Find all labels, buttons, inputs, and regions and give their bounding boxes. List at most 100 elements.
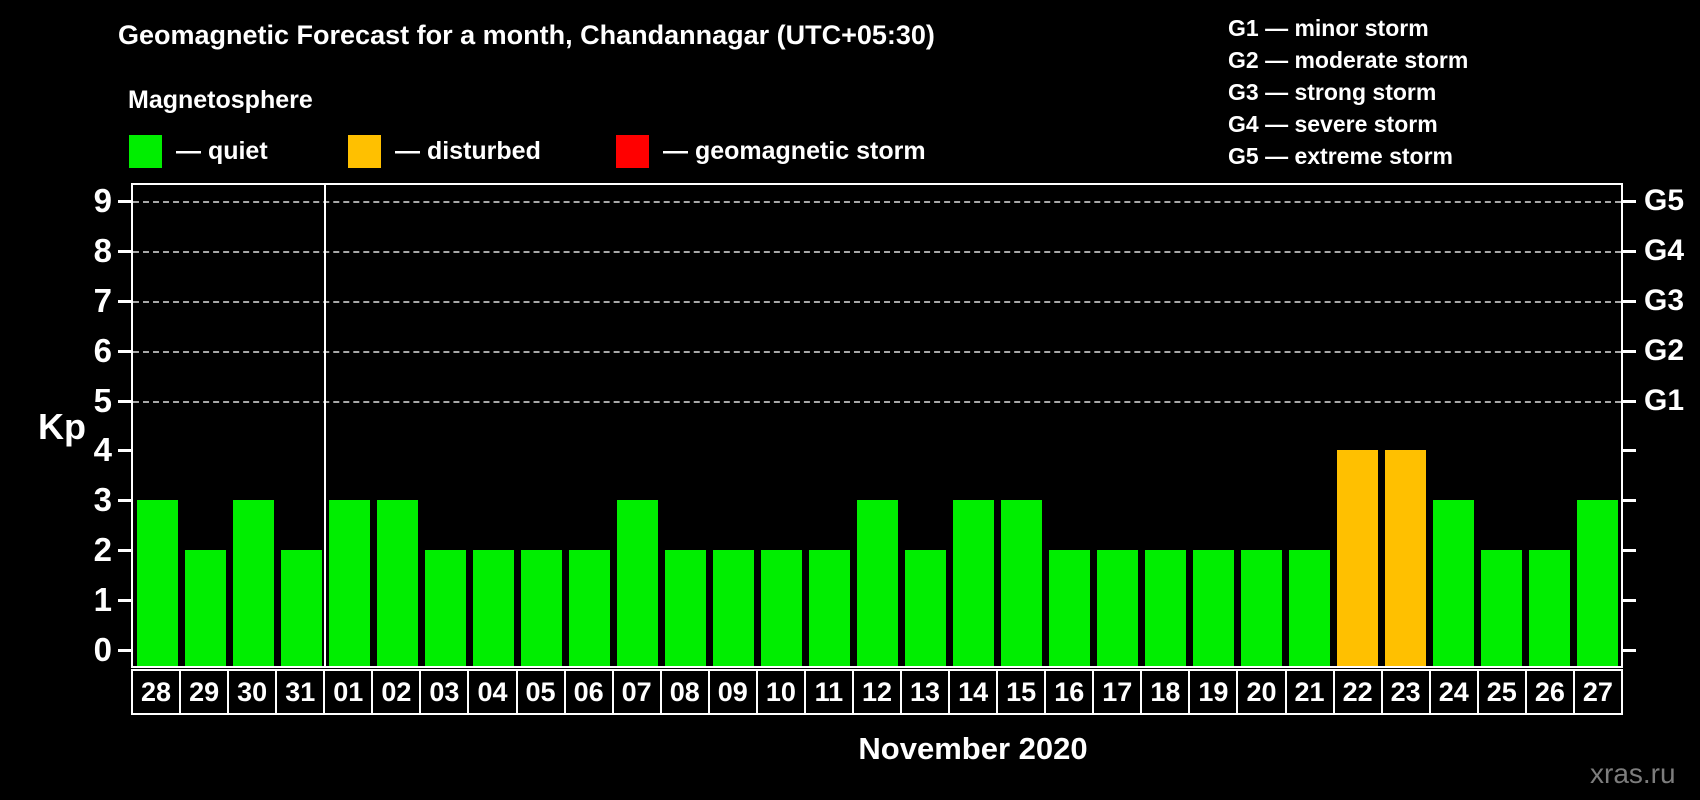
y-tick-label: 5 [93, 381, 112, 419]
date-box: 14 [948, 669, 999, 715]
right-tick-mark [1623, 449, 1636, 453]
y-tick-mark [118, 599, 131, 603]
legend-label: — quiet [176, 136, 268, 165]
date-box: 20 [1236, 669, 1287, 715]
kp-bar [1192, 550, 1234, 666]
kp-bar [664, 550, 706, 666]
kp-bar [1576, 500, 1618, 666]
date-box: 16 [1044, 669, 1095, 715]
date-box: 22 [1332, 669, 1383, 715]
date-box: 18 [1140, 669, 1191, 715]
y-tick-mark [118, 649, 131, 652]
date-box: 06 [563, 669, 614, 715]
date-box: 21 [1284, 669, 1335, 715]
date-box: 02 [371, 669, 422, 715]
g-scale-legend: G1 — minor storm G2 — moderate storm G3 … [1228, 12, 1468, 172]
kp-bar [1144, 550, 1186, 666]
y-tick-mark [118, 349, 131, 353]
kp-bar [328, 500, 370, 666]
g-level-label: G3 [1644, 283, 1685, 317]
g-scale-line: G3 — strong storm [1228, 79, 1437, 105]
date-box: 13 [900, 669, 951, 715]
kp-bar [424, 550, 466, 666]
date-box: 15 [996, 669, 1047, 715]
right-tick-mark [1623, 399, 1636, 403]
y-tick-mark [118, 249, 131, 253]
kp-bar [1432, 500, 1474, 666]
month-separator-line [324, 185, 326, 666]
date-box: 05 [515, 669, 566, 715]
date-box: 29 [179, 669, 230, 715]
y-tick-label: 2 [93, 531, 112, 569]
y-tick-mark [118, 449, 131, 453]
gridline-kp5 [133, 400, 1621, 403]
y-tick-mark [118, 549, 131, 553]
y-tick-label: 6 [93, 331, 112, 369]
date-box: 31 [275, 669, 326, 715]
y-tick-label: 9 [93, 181, 112, 219]
g-scale-line: G2 — moderate storm [1228, 47, 1469, 73]
g-scale-line: G5 — extreme storm [1228, 143, 1453, 169]
kp-bar [376, 500, 418, 666]
kp-bar [568, 550, 610, 666]
date-box: 19 [1188, 669, 1239, 715]
gridline-kp9 [133, 200, 1621, 203]
gridline-kp6 [133, 350, 1621, 353]
y-tick-label: 7 [93, 281, 112, 319]
kp-bar [1000, 500, 1042, 666]
plot-area [131, 183, 1623, 668]
legend-item-storm: — geomagnetic storm [616, 134, 926, 168]
kp-bar [856, 500, 898, 666]
month-label: November 2020 [858, 731, 1088, 766]
right-tick-mark [1623, 549, 1636, 553]
right-tick-mark [1623, 649, 1636, 652]
kp-bar [808, 550, 850, 666]
kp-bar [1096, 550, 1138, 666]
chart-subtitle: Magnetosphere [128, 86, 313, 114]
kp-bar [184, 550, 226, 666]
y-tick-label: 3 [93, 481, 112, 519]
watermark: xras.ru [1590, 758, 1676, 789]
date-box: 30 [227, 669, 278, 715]
legend-item-quiet: — quiet [129, 134, 268, 168]
y-tick-mark [118, 399, 131, 403]
g-level-label: G4 [1644, 233, 1685, 267]
right-tick-mark [1623, 599, 1636, 603]
legend-label: — disturbed [395, 136, 541, 165]
kp-bar [952, 500, 994, 666]
kp-bar [904, 550, 946, 666]
date-box: 26 [1524, 669, 1575, 715]
date-box: 25 [1476, 669, 1527, 715]
kp-bar [136, 500, 178, 666]
kp-bar [1288, 550, 1330, 666]
kp-bar [280, 550, 322, 666]
gridline-kp7 [133, 300, 1621, 303]
g-scale-line: G1 — minor storm [1228, 15, 1429, 41]
right-tick-mark [1623, 499, 1636, 503]
kp-bar [1336, 450, 1378, 666]
kp-bar [1384, 450, 1426, 666]
kp-bar [1240, 550, 1282, 666]
kp-bar [520, 550, 562, 666]
y-tick-label: 0 [93, 631, 112, 668]
date-box: 10 [755, 669, 806, 715]
kp-bar [232, 500, 274, 666]
legend-label: — geomagnetic storm [663, 136, 926, 165]
g-scale-line: G4 — severe storm [1228, 111, 1438, 137]
right-tick-mark [1623, 249, 1636, 253]
date-box: 07 [611, 669, 662, 715]
gridline-kp8 [133, 250, 1621, 253]
y-tick-label: 8 [93, 231, 112, 269]
quiet-color-swatch [129, 134, 162, 168]
date-box: 01 [323, 669, 374, 715]
y-tick-label: 1 [93, 581, 112, 619]
date-box: 23 [1380, 669, 1431, 715]
kp-bar [1048, 550, 1090, 666]
date-box: 04 [467, 669, 518, 715]
y-tick-mark [118, 499, 131, 503]
date-box: 17 [1092, 669, 1143, 715]
date-box: 12 [851, 669, 902, 715]
date-axis: 28 29 30 31 01 02 03 04 05 06 07 08 09 10 11 12 13 14 15 16… [131, 669, 1623, 715]
date-box: 28 [131, 669, 182, 715]
